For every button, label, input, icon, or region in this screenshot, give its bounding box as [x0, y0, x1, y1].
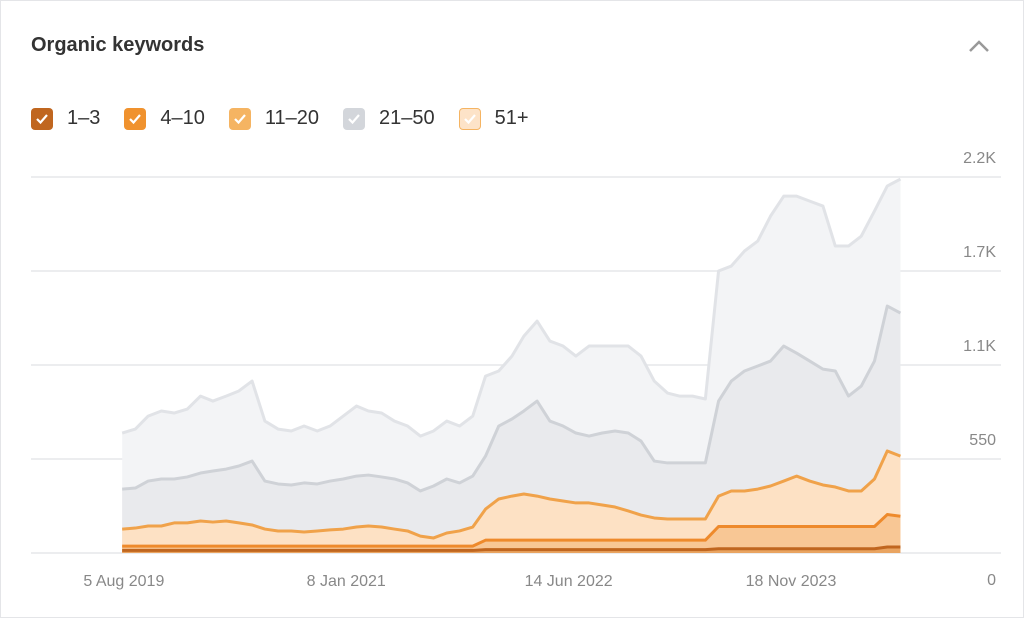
legend-checkbox[interactable]: [343, 107, 366, 130]
y-tick-label: 1.1K: [963, 338, 996, 355]
legend-item[interactable]: 11–20: [228, 107, 320, 130]
series-line: [122, 449, 902, 540]
legend-item[interactable]: 51+: [458, 107, 529, 130]
legend-label: 21–50: [379, 107, 435, 129]
legend-checkbox[interactable]: [124, 107, 147, 130]
legend-label: 1–3: [67, 107, 101, 129]
legend-checkbox[interactable]: [228, 107, 251, 130]
area-fill: [122, 514, 901, 553]
legend-item[interactable]: 4–10: [124, 107, 205, 130]
x-tick-label: 14 Jun 2022: [525, 573, 613, 590]
legend-checkbox[interactable]: [458, 107, 481, 130]
legend-item[interactable]: 1–3: [31, 107, 100, 130]
x-tick-label: 5 Aug 2019: [83, 573, 164, 590]
legend-label: 4–10: [160, 107, 205, 129]
series-line: [121, 177, 902, 438]
y-tick-label: 550: [969, 432, 996, 449]
y-tick-label: 2.2K: [963, 150, 996, 167]
x-tick-label: 8 Jan 2021: [307, 573, 386, 590]
collapse-button[interactable]: [967, 37, 991, 57]
area-fill: [122, 450, 901, 553]
series-line: [122, 513, 901, 548]
legend-checkbox[interactable]: [31, 107, 53, 130]
chart-title: Organic keywords: [31, 34, 205, 56]
x-tick-label: 18 Nov 2023: [746, 573, 837, 590]
legend-item[interactable]: 21–50: [343, 107, 435, 130]
y-tick-label: 1.7K: [963, 244, 996, 261]
series-line: [122, 304, 902, 493]
series-line: [122, 545, 901, 552]
legend: 1–3 4–10 11–20 21–50 51+: [31, 107, 529, 130]
legend-label: 51+: [494, 107, 529, 129]
y-tick-label: 0: [987, 572, 996, 589]
legend-label: 11–20: [264, 107, 320, 129]
area-fill: [122, 306, 901, 553]
